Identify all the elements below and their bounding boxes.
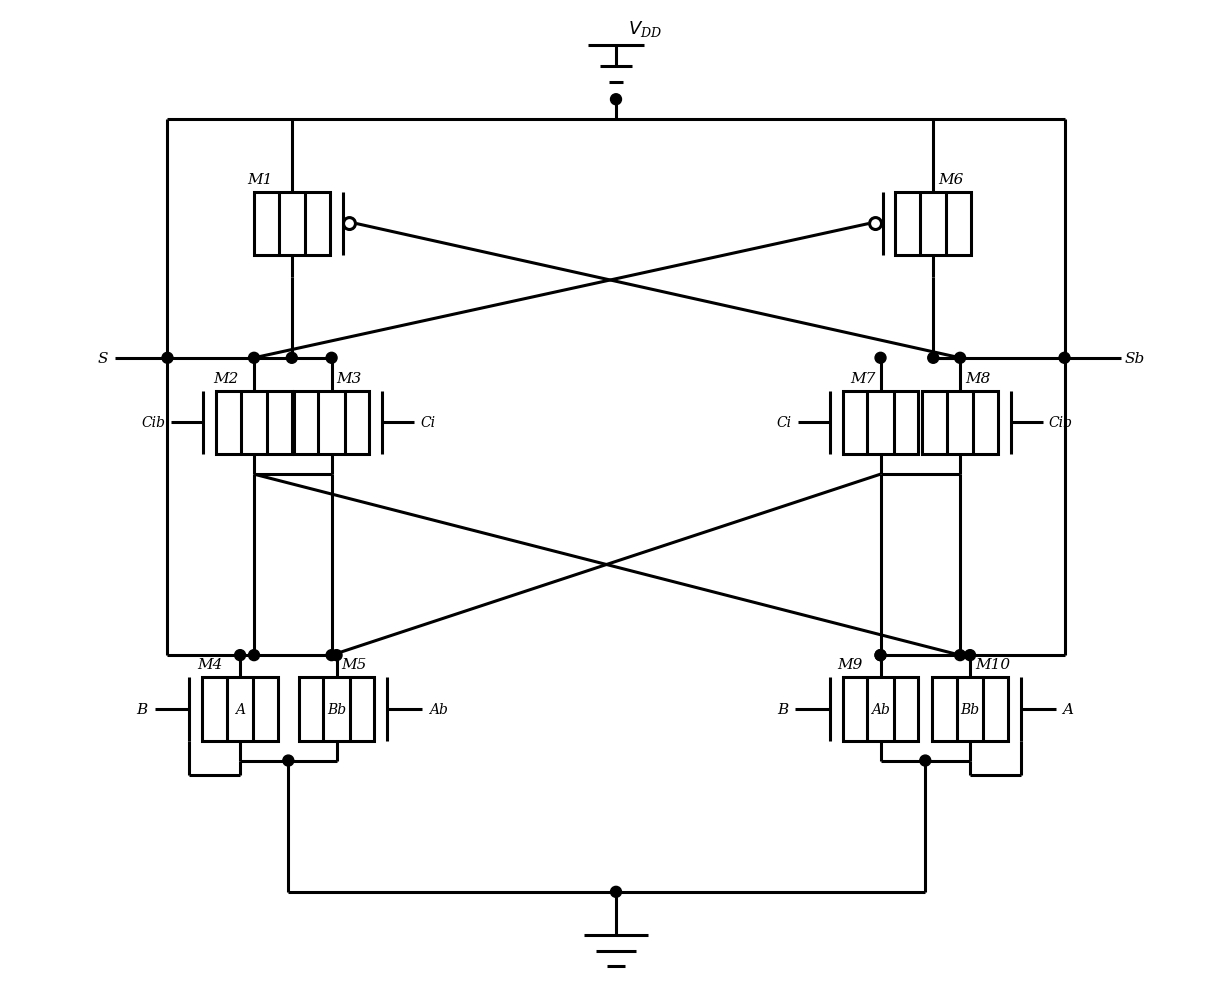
Text: M4: M4	[197, 657, 222, 671]
Text: Bb: Bb	[961, 702, 979, 716]
Text: M7: M7	[850, 372, 876, 385]
Text: Ab: Ab	[429, 702, 448, 716]
Text: M2: M2	[213, 372, 239, 385]
Bar	[896, 192, 971, 257]
Circle shape	[331, 650, 342, 661]
Bar	[202, 677, 278, 740]
Bar	[843, 391, 918, 455]
Text: M10: M10	[975, 657, 1010, 671]
Circle shape	[955, 650, 966, 661]
Circle shape	[965, 650, 976, 661]
Text: A: A	[1062, 702, 1073, 716]
Circle shape	[1060, 353, 1069, 364]
Text: Bb: Bb	[326, 702, 346, 716]
Bar	[254, 192, 330, 257]
Text: M9: M9	[838, 657, 862, 671]
Bar	[299, 677, 375, 740]
Circle shape	[163, 353, 172, 364]
Text: M1: M1	[248, 172, 272, 186]
Bar	[933, 677, 1008, 740]
Text: B: B	[137, 702, 148, 716]
Text: Ci: Ci	[777, 416, 792, 430]
Circle shape	[326, 650, 338, 661]
Circle shape	[920, 756, 930, 767]
Circle shape	[249, 650, 260, 661]
Text: A: A	[235, 702, 245, 716]
Text: Cib: Cib	[1048, 416, 1073, 430]
Circle shape	[611, 94, 621, 105]
Text: M8: M8	[965, 372, 991, 385]
Circle shape	[928, 353, 939, 364]
Circle shape	[875, 650, 886, 661]
Text: M6: M6	[939, 172, 963, 186]
Bar	[217, 391, 292, 455]
Text: S: S	[97, 352, 108, 366]
Text: Cib: Cib	[142, 416, 165, 430]
Circle shape	[283, 756, 293, 767]
Text: Ab: Ab	[871, 702, 890, 716]
Circle shape	[326, 353, 338, 364]
Text: M5: M5	[341, 657, 367, 671]
Text: Sb: Sb	[1124, 352, 1145, 366]
Text: Ci: Ci	[420, 416, 435, 430]
Circle shape	[875, 650, 886, 661]
Bar	[843, 677, 918, 740]
Circle shape	[234, 650, 245, 661]
Circle shape	[875, 353, 886, 364]
Circle shape	[870, 218, 882, 230]
Text: $V_{\mathregular{DD}}$: $V_{\mathregular{DD}}$	[628, 19, 662, 38]
Bar	[293, 391, 370, 455]
Circle shape	[344, 218, 356, 230]
Text: B: B	[777, 702, 788, 716]
Circle shape	[249, 353, 260, 364]
Circle shape	[611, 887, 621, 898]
Text: M3: M3	[336, 372, 362, 385]
Bar	[923, 391, 998, 455]
Circle shape	[286, 353, 297, 364]
Circle shape	[955, 353, 966, 364]
